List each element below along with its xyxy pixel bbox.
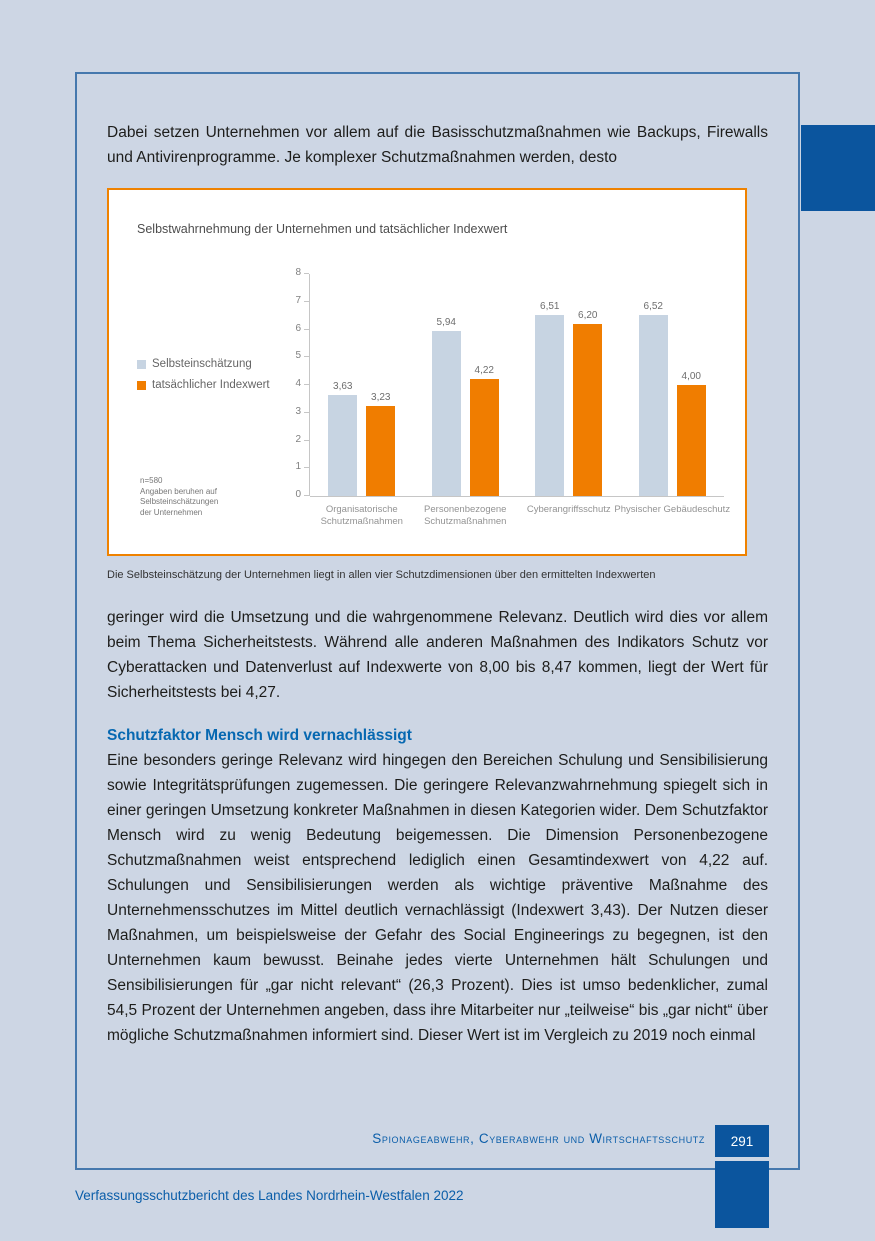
y-axis-tick: 7 bbox=[295, 295, 309, 306]
bar-value-label: 3,23 bbox=[371, 392, 391, 404]
chart-caption: Die Selbsteinschätzung der Unternehmen l… bbox=[107, 569, 656, 581]
bar bbox=[676, 385, 706, 496]
y-axis-tick-label: 5 bbox=[295, 350, 301, 362]
chart-sample-note: n=580 Angaben beruhen auf Selbsteinschätzu… bbox=[140, 476, 219, 517]
bar-chart: 0 1 2 3 4 5 6 7 8 3,63 3,23 Organisatorische Schutz… bbox=[295, 267, 730, 527]
chapter-edge-tab bbox=[801, 125, 875, 211]
bar-value-label: 6,20 bbox=[578, 309, 598, 321]
y-axis-tick: 1 bbox=[295, 461, 309, 472]
bar bbox=[535, 315, 565, 496]
content-frame: Dabei setzen Unternehmen vor allem auf d… bbox=[75, 72, 800, 1170]
footer-chapter-title: Spionageabwehr, Cyberabwehr und Wirtscha… bbox=[372, 1131, 705, 1146]
legend-label: tatsächlicher Indexwert bbox=[152, 379, 270, 391]
y-axis: 0 1 2 3 4 5 6 7 8 bbox=[295, 267, 310, 500]
bar-value-label: 6,51 bbox=[540, 301, 560, 313]
legend-item: tatsächlicher Indexwert bbox=[137, 379, 270, 391]
y-axis-tick: 4 bbox=[295, 378, 309, 389]
y-axis-tick: 5 bbox=[295, 350, 309, 361]
bar-group: 3,63 3,23 Organisatorische Schutzmaßnahmen bbox=[310, 274, 414, 527]
legend-label: Selbsteinschätzung bbox=[152, 358, 252, 370]
report-title-footer: Verfassungsschutzbericht des Landes Nord… bbox=[75, 1188, 464, 1203]
bar bbox=[638, 315, 668, 496]
y-axis-tick-label: 1 bbox=[295, 461, 301, 473]
y-axis-tick-label: 6 bbox=[295, 322, 301, 334]
y-axis-tick-label: 0 bbox=[295, 489, 301, 500]
y-axis-tick: 0 bbox=[295, 489, 309, 500]
bar-value-label: 3,63 bbox=[333, 381, 353, 393]
chart-title: Selbstwahrnehmung der Unternehmen und ta… bbox=[137, 222, 508, 236]
section-heading: Schutzfaktor Mensch wird vernachlässigt bbox=[107, 727, 412, 744]
intro-paragraph: Dabei setzen Unternehmen vor allem auf d… bbox=[107, 124, 768, 166]
y-axis-tick-label: 2 bbox=[295, 433, 301, 445]
chart-legend: Selbsteinschätzung tatsächlicher Indexwer… bbox=[137, 358, 270, 391]
bar-value-label: 5,94 bbox=[436, 317, 456, 329]
paragraph-after-chart: geringer wird die Umsetzung und die wahr… bbox=[107, 609, 768, 701]
bar-group: 6,52 4,00 Physischer Gebäudeschutz bbox=[614, 274, 730, 515]
bar-value-label: 6,52 bbox=[643, 301, 663, 313]
bar bbox=[573, 323, 603, 496]
y-axis-tick-label: 4 bbox=[295, 378, 301, 389]
category-label: Personenbezogene Schutzmaßnahmen bbox=[424, 504, 507, 528]
bar bbox=[431, 331, 461, 496]
page-number-badge: 291 bbox=[715, 1125, 769, 1157]
legend-swatch bbox=[137, 380, 146, 390]
bar-group: 6,51 6,20 Cyberangriffsschutz bbox=[517, 274, 621, 515]
category-label: Cyberangriffsschutz bbox=[526, 504, 611, 515]
bars-area: 3,63 3,23 Organisatorische Schutzmaßnahmen… bbox=[310, 274, 730, 527]
bar bbox=[328, 395, 358, 496]
bar-value-label: 4,00 bbox=[681, 371, 701, 382]
bar bbox=[469, 378, 499, 496]
legend-item: Selbsteinschätzung bbox=[137, 358, 270, 370]
y-axis-tick: 8 bbox=[295, 267, 309, 278]
y-axis-tick-label: 3 bbox=[295, 405, 301, 417]
category-label: Physischer Gebäudeschutz bbox=[614, 504, 731, 515]
y-axis-tick: 2 bbox=[295, 434, 309, 445]
y-axis-tick: 6 bbox=[295, 323, 309, 334]
chart-figure: Selbstwahrnehmung der Unternehmen und ta… bbox=[107, 188, 747, 556]
legend-swatch bbox=[137, 359, 146, 369]
category-label: Organisatorische Schutzmaßnahmen bbox=[320, 504, 403, 528]
bar-group: 5,94 4,22 Personenbezogene Schutzmaßnahmen bbox=[414, 274, 518, 527]
section-paragraph: Eine besonders geringe Relevanz wird hin… bbox=[107, 752, 768, 1044]
y-axis-tick: 3 bbox=[295, 406, 309, 417]
footer-color-block bbox=[715, 1161, 769, 1228]
y-axis-tick-label: 7 bbox=[295, 294, 301, 306]
y-axis-tick-label: 8 bbox=[295, 267, 301, 278]
bar-value-label: 4,22 bbox=[474, 364, 494, 376]
bar bbox=[366, 406, 396, 496]
